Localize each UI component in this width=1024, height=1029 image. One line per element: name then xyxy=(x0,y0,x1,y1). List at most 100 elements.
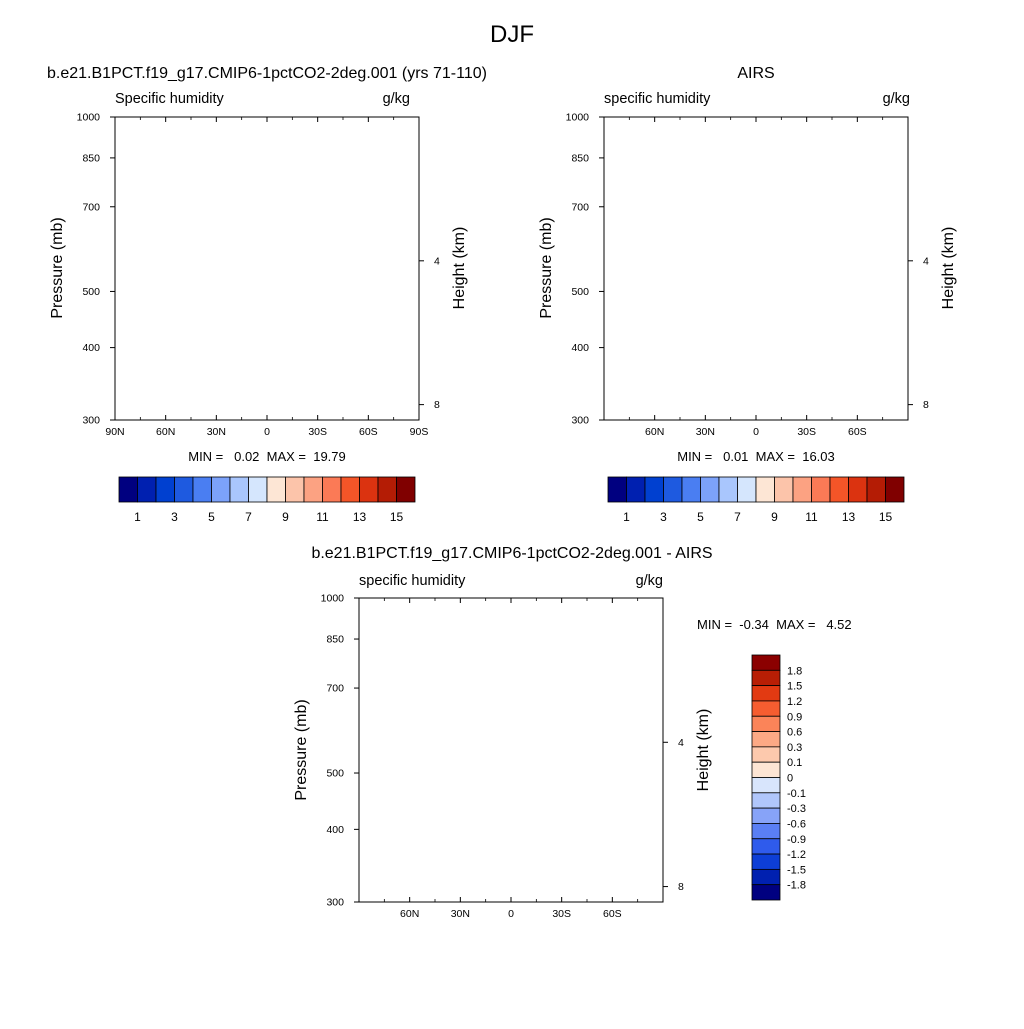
colorbar-swatch xyxy=(248,476,268,503)
panel-diff: b.e21.B1PCT.f19_g17.CMIP6-1pctCO2-2deg.0… xyxy=(293,545,852,920)
colorbar-label: 0.1 xyxy=(787,757,802,769)
colorbar-swatch xyxy=(751,746,781,763)
panel-diff-contours xyxy=(389,598,663,696)
colorbar-label: 1.5 xyxy=(787,681,802,693)
colorbar-swatch xyxy=(718,476,738,503)
colorbar-label: 0.3 xyxy=(787,742,802,754)
colorbar-swatch xyxy=(359,476,379,503)
panel-obs-ylabel-right: Height (km) xyxy=(940,227,957,310)
panel-obs-axes: 60N 30N 0 30S 60S 300 400 500 700 850 1000 4 8 xyxy=(566,112,929,439)
colorbar-label: 13 xyxy=(842,510,856,524)
panel-obs-stats: MIN = 0.01 MAX = 16.03 xyxy=(677,449,835,464)
colorbar-label: 7 xyxy=(734,510,741,524)
colorbar-label: 9 xyxy=(282,510,289,524)
y-tick-label: 500 xyxy=(571,286,589,298)
colorbar-swatch xyxy=(192,476,212,503)
panel-model-axes: 90N 60N 30N 0 30S 60S 90S 300 400 500 700 850 1000 4 8 xyxy=(77,112,440,439)
x-tick-label: 30N xyxy=(207,426,226,438)
panel-model-colorbar: 1 3 5 7 9 11 13 15 xyxy=(118,476,416,524)
colorbar-swatch xyxy=(396,476,416,503)
y-tick-label: 700 xyxy=(82,201,100,213)
height-tick-label: 4 xyxy=(923,255,929,267)
x-tick-label: 30S xyxy=(552,908,571,920)
colorbar-label: 3 xyxy=(660,510,667,524)
colorbar-swatch xyxy=(751,700,781,717)
x-tick-label: 90S xyxy=(410,426,429,438)
y-tick-label: 300 xyxy=(326,897,344,909)
panel-diff-ylabel: Pressure (mb) xyxy=(293,699,310,800)
colorbar-swatch xyxy=(737,476,757,503)
colorbar-swatch xyxy=(751,761,781,778)
colorbar-swatch xyxy=(751,685,781,702)
x-tick-label: 60S xyxy=(359,426,378,438)
colorbar-label: 0 xyxy=(787,773,793,785)
colorbar-swatch xyxy=(607,476,627,503)
colorbar-swatch xyxy=(700,476,720,503)
y-tick-label: 500 xyxy=(326,768,344,780)
colorbar-label: 13 xyxy=(353,510,367,524)
missing-data-mask xyxy=(389,598,407,615)
x-tick-label: 90N xyxy=(105,426,124,438)
colorbar-swatch xyxy=(755,476,775,503)
colorbar-swatch xyxy=(118,476,138,503)
panel-diff-left-label: specific humidity xyxy=(359,573,466,589)
height-tick-label: 8 xyxy=(923,399,929,411)
y-tick-label: 1000 xyxy=(77,112,101,124)
height-tick-label: 4 xyxy=(434,255,440,267)
colorbar-label: -1.8 xyxy=(787,880,806,892)
x-tick-label: 0 xyxy=(264,426,270,438)
colorbar-swatch xyxy=(340,476,360,503)
panel-obs-ylabel: Pressure (mb) xyxy=(538,217,555,318)
panel-model-stats: MIN = 0.02 MAX = 19.79 xyxy=(188,449,346,464)
y-tick-label: 300 xyxy=(571,415,589,427)
colorbar-label: 5 xyxy=(208,510,215,524)
y-tick-label: 850 xyxy=(571,152,589,164)
panel-model-frame xyxy=(114,116,420,421)
colorbar-swatch xyxy=(626,476,646,503)
figure-title: DJF xyxy=(490,21,534,48)
colorbar-label: 0.6 xyxy=(787,727,802,739)
colorbar-label: -0.9 xyxy=(787,834,806,846)
colorbar-swatch xyxy=(774,476,794,503)
missing-data-mask xyxy=(904,117,908,215)
x-tick-label: 60S xyxy=(848,426,867,438)
colorbar-swatch xyxy=(848,476,868,503)
y-tick-label: 1000 xyxy=(566,112,590,124)
colorbar-label: 3 xyxy=(171,510,178,524)
missing-data-mask xyxy=(899,117,908,153)
colorbar-label: 11 xyxy=(805,510,818,524)
panel-obs-title: AIRS xyxy=(737,65,774,82)
height-tick-label: 8 xyxy=(434,399,440,411)
panel-model-title: b.e21.B1PCT.f19_g17.CMIP6-1pctCO2-2deg.0… xyxy=(47,65,487,82)
colorbar-label: 7 xyxy=(245,510,252,524)
colorbar-swatch xyxy=(155,476,175,503)
x-tick-label: 60S xyxy=(603,908,622,920)
colorbar-label: 1 xyxy=(623,510,630,524)
colorbar-swatch xyxy=(885,476,905,503)
y-tick-label: 400 xyxy=(82,342,100,354)
y-tick-label: 500 xyxy=(82,286,100,298)
colorbar-swatch xyxy=(866,476,886,503)
colorbar-swatch xyxy=(751,731,781,748)
panel-model-ylabel-right: Height (km) xyxy=(451,227,468,310)
colorbar-swatch xyxy=(322,476,342,503)
colorbar-swatch xyxy=(792,476,812,503)
colorbar-swatch xyxy=(751,853,781,870)
panel-obs-frame xyxy=(603,116,909,421)
panel-model-units-label: g/kg xyxy=(383,91,410,107)
colorbar-swatch xyxy=(751,669,781,687)
colorbar-label: -1.5 xyxy=(787,864,806,876)
y-tick-label: 400 xyxy=(326,824,344,836)
panel-model-ylabel: Pressure (mb) xyxy=(49,217,66,318)
y-tick-label: 400 xyxy=(571,342,589,354)
panel-obs-colorbar: 1 3 5 7 9 11 13 15 xyxy=(607,476,905,524)
colorbar-label: -0.6 xyxy=(787,818,806,830)
y-tick-label: 1000 xyxy=(321,593,345,605)
colorbar-swatch xyxy=(751,654,781,671)
colorbar-label: -1.2 xyxy=(787,849,806,861)
panel-obs-left-label: specific humidity xyxy=(604,91,711,107)
y-tick-label: 850 xyxy=(326,634,344,646)
colorbar-swatch xyxy=(751,777,781,794)
height-tick-label: 8 xyxy=(678,881,684,893)
missing-data-mask xyxy=(145,117,163,134)
